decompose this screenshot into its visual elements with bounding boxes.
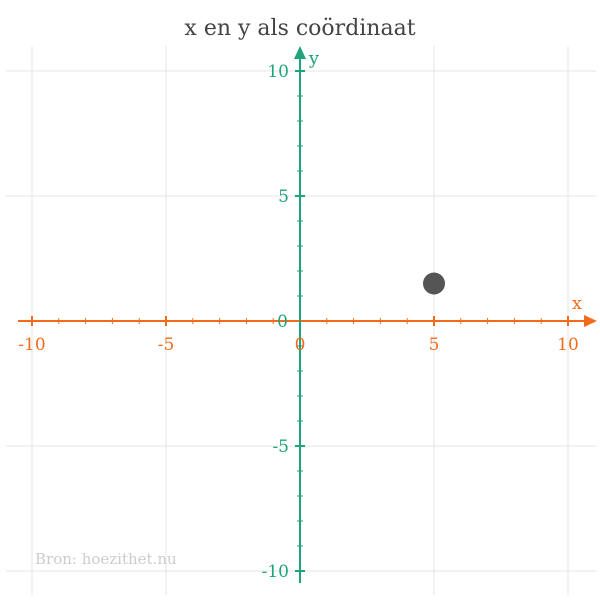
x-tick-label: 10 <box>557 335 579 355</box>
y-tick-label: 0 <box>277 312 288 332</box>
x-tick-label: 0 <box>295 335 306 355</box>
chart-title: x en y als coördinaat <box>184 16 415 41</box>
x-tick-label: -10 <box>18 335 45 355</box>
y-tick-label: 10 <box>267 62 289 82</box>
x-axis-arrow <box>584 315 597 327</box>
y-axis-arrow <box>294 46 306 59</box>
x-axis-label: x <box>572 293 582 314</box>
data-points <box>423 272 445 295</box>
y-tick-label: -10 <box>262 562 289 582</box>
tick-labels: -10 -5 0 5 10 -10 -5 0 5 10 <box>18 62 579 582</box>
y-tick-label: 5 <box>278 187 289 207</box>
y-axis-label: y <box>308 48 320 69</box>
axes <box>18 46 597 583</box>
y-tick-label: -5 <box>272 437 289 457</box>
data-point <box>423 272 445 295</box>
x-tick-label: -5 <box>158 335 175 355</box>
ticks <box>31 70 569 572</box>
source-label: Bron: hoezithet.nu <box>35 550 177 568</box>
x-tick-label: 5 <box>429 335 440 355</box>
